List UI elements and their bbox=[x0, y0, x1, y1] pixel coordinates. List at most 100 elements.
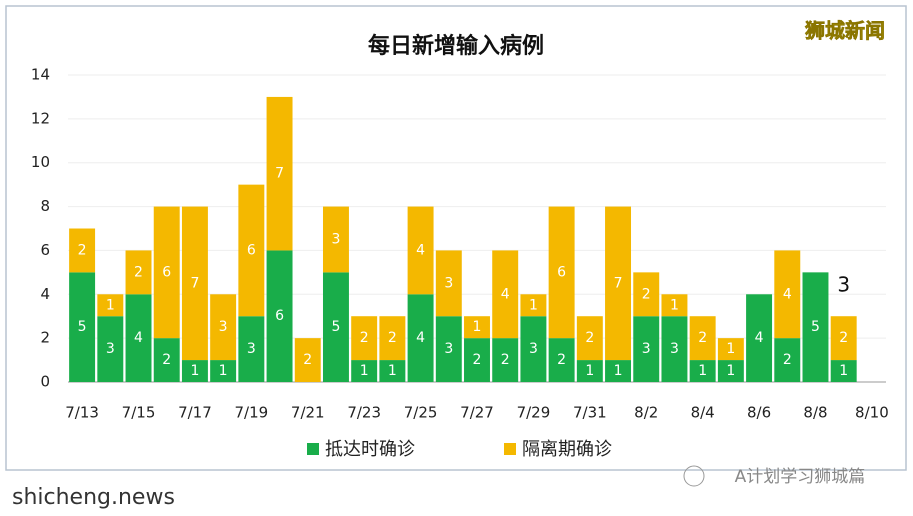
bar-segment bbox=[633, 272, 660, 317]
bar-segment bbox=[69, 228, 96, 273]
x-tick-label: 8/8 bbox=[803, 404, 827, 422]
y-tick-label: 8 bbox=[40, 197, 50, 215]
watermark: shicheng.news bbox=[12, 485, 175, 510]
wechat-icon bbox=[683, 465, 705, 487]
bar-segment bbox=[125, 250, 152, 295]
chart-frame bbox=[5, 5, 907, 471]
bar-segment bbox=[322, 272, 349, 382]
x-tick-label: 8/2 bbox=[634, 404, 658, 422]
x-tick-label: 7/21 bbox=[291, 404, 325, 422]
legend-label: 抵达时确诊 bbox=[325, 439, 415, 460]
watermark: A计划学习狮城篇 bbox=[735, 467, 866, 487]
legend-label: 隔离期确诊 bbox=[522, 439, 612, 460]
data-label: 1 bbox=[219, 363, 228, 379]
data-label: 4 bbox=[783, 286, 792, 302]
data-label: 2 bbox=[585, 330, 594, 346]
data-label: 2 bbox=[388, 330, 397, 346]
data-label: 4 bbox=[755, 330, 764, 346]
bar-segment bbox=[633, 316, 660, 382]
data-label: 2 bbox=[698, 330, 707, 346]
data-label: 2 bbox=[134, 264, 143, 280]
x-tick-label: 7/29 bbox=[517, 404, 551, 422]
data-label: 6 bbox=[162, 264, 171, 280]
bar-segment bbox=[238, 316, 265, 382]
data-label: 1 bbox=[726, 363, 735, 379]
data-label: 2 bbox=[557, 352, 566, 368]
data-label: 4 bbox=[416, 330, 425, 346]
bar-segment bbox=[294, 338, 321, 382]
data-label: 3 bbox=[642, 341, 651, 357]
data-label: 7 bbox=[190, 275, 199, 291]
bar-segment bbox=[266, 96, 293, 251]
bar-segment bbox=[379, 316, 406, 361]
bar-segment bbox=[238, 184, 265, 317]
data-label: 6 bbox=[247, 242, 256, 258]
bar-segment bbox=[689, 360, 716, 382]
watermark: 狮城新闻 bbox=[805, 19, 885, 43]
bar-segment bbox=[689, 316, 716, 361]
data-label: 4 bbox=[501, 286, 510, 302]
data-label: 7 bbox=[275, 166, 284, 182]
bar-segment bbox=[802, 272, 829, 382]
bar-segment bbox=[576, 316, 603, 361]
bar-segment bbox=[548, 206, 575, 339]
bar-segment bbox=[717, 360, 744, 382]
bar-segment bbox=[548, 338, 575, 382]
x-tick-label: 8/6 bbox=[747, 404, 771, 422]
data-label: 7 bbox=[614, 275, 623, 291]
annotation: 3 bbox=[837, 273, 850, 297]
bar-segment bbox=[181, 206, 208, 361]
data-label: 1 bbox=[388, 363, 397, 379]
data-label: 6 bbox=[275, 308, 284, 324]
data-label: 2 bbox=[360, 330, 369, 346]
bar-segment bbox=[830, 360, 857, 382]
bar-segment bbox=[661, 316, 688, 382]
bar-segment bbox=[520, 316, 547, 382]
bar-segment bbox=[210, 294, 237, 361]
data-label: 5 bbox=[811, 319, 820, 335]
x-tick-label: 7/25 bbox=[404, 404, 438, 422]
y-tick-label: 12 bbox=[31, 109, 50, 127]
bar-segment bbox=[266, 250, 293, 382]
bar-segment bbox=[153, 206, 180, 339]
bar-segment bbox=[181, 360, 208, 382]
chart-title: 每日新增输入病例 bbox=[368, 33, 544, 59]
data-label: 1 bbox=[670, 297, 679, 313]
legend-swatch bbox=[307, 443, 319, 455]
data-label: 6 bbox=[557, 264, 566, 280]
bar-segment bbox=[379, 360, 406, 382]
y-tick-label: 10 bbox=[31, 153, 50, 171]
bar-segment bbox=[435, 316, 462, 382]
data-label: 1 bbox=[190, 363, 199, 379]
bar-segment bbox=[520, 294, 547, 317]
y-tick-label: 14 bbox=[31, 66, 50, 84]
x-tick-label: 7/15 bbox=[122, 404, 156, 422]
bar-segment bbox=[351, 316, 378, 361]
bar-segment bbox=[492, 338, 519, 382]
bar-segment bbox=[464, 316, 490, 339]
data-label: 2 bbox=[839, 330, 848, 346]
data-label: 3 bbox=[444, 341, 453, 357]
x-tick-label: 8/10 bbox=[855, 404, 889, 422]
bar-segment bbox=[774, 250, 801, 339]
y-tick-label: 0 bbox=[40, 373, 50, 391]
y-tick-label: 2 bbox=[40, 329, 50, 347]
data-label: 1 bbox=[614, 363, 623, 379]
data-label: 3 bbox=[670, 341, 679, 357]
x-tick-label: 8/4 bbox=[691, 404, 715, 422]
data-label: 3 bbox=[219, 319, 228, 335]
data-label: 3 bbox=[332, 231, 341, 247]
data-label: 1 bbox=[698, 363, 707, 379]
bar-segment bbox=[97, 294, 124, 317]
bar-segment bbox=[464, 338, 490, 382]
y-tick-label: 6 bbox=[40, 241, 50, 259]
bar-segment bbox=[661, 294, 688, 317]
bar-segment bbox=[605, 206, 632, 361]
data-label: 1 bbox=[585, 363, 594, 379]
bar-segment bbox=[830, 316, 857, 361]
data-label: 3 bbox=[529, 341, 538, 357]
legend-swatch bbox=[504, 443, 516, 455]
bar-segment bbox=[351, 360, 378, 382]
x-tick-label: 7/31 bbox=[573, 404, 607, 422]
data-label: 3 bbox=[247, 341, 256, 357]
